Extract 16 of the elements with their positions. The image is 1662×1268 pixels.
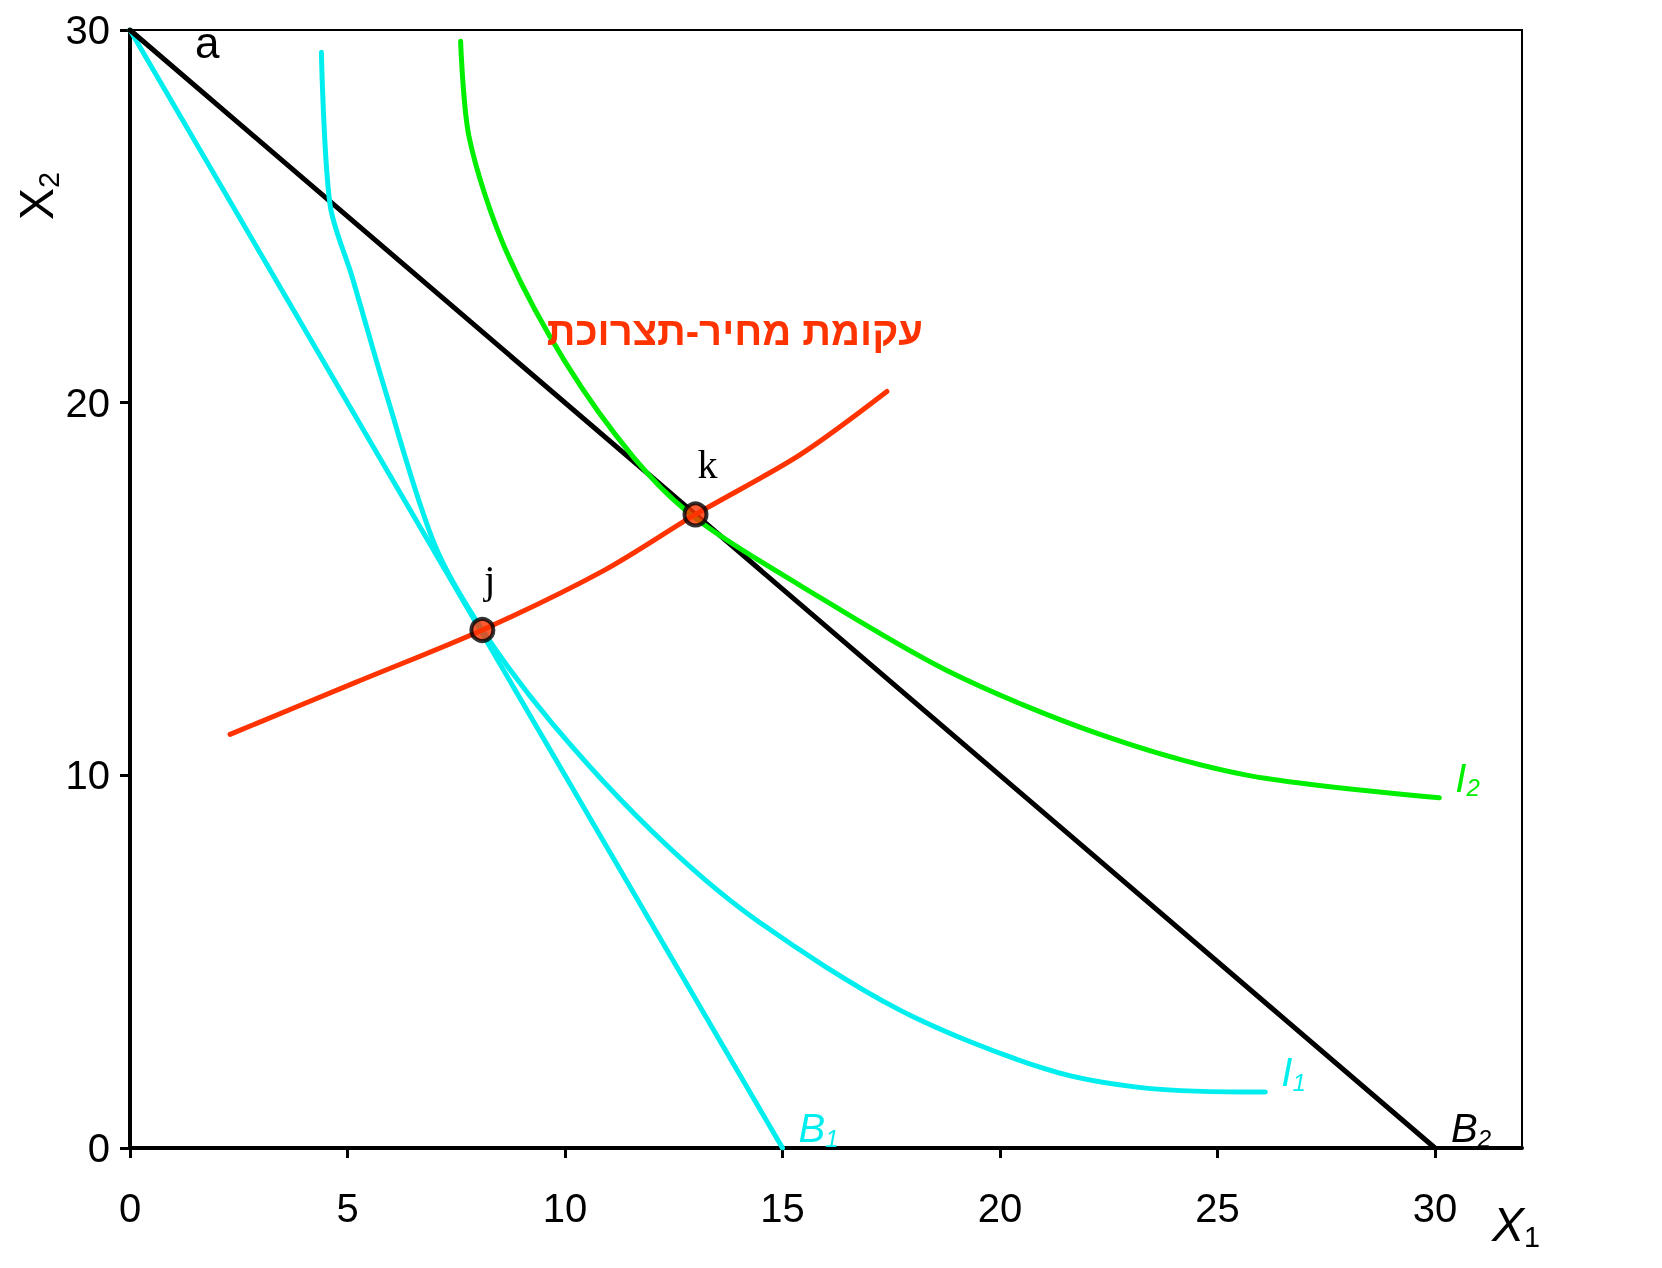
x-tick-label: 15 bbox=[760, 1186, 805, 1230]
x-tick-label: 0 bbox=[118, 1186, 142, 1230]
y-tick-label: 0 bbox=[87, 1126, 110, 1170]
x-tick-label: 5 bbox=[336, 1186, 359, 1230]
y-tick-label: 30 bbox=[65, 8, 110, 52]
y-tick-label: 20 bbox=[65, 380, 110, 425]
x-tick-label: 30 bbox=[1412, 1186, 1458, 1230]
y-axis-title: X2 bbox=[10, 171, 65, 220]
y-tick-label: 10 bbox=[65, 753, 110, 798]
annotation: a bbox=[195, 17, 220, 67]
x-tick-label: 25 bbox=[1195, 1186, 1240, 1230]
x-tick-label: 20 bbox=[977, 1186, 1023, 1230]
annotation: k bbox=[697, 441, 718, 487]
annotation: j bbox=[482, 557, 496, 603]
x-tick-label: 10 bbox=[542, 1186, 588, 1230]
series-label: עקומת מחיר-תצרוכת bbox=[546, 309, 924, 354]
